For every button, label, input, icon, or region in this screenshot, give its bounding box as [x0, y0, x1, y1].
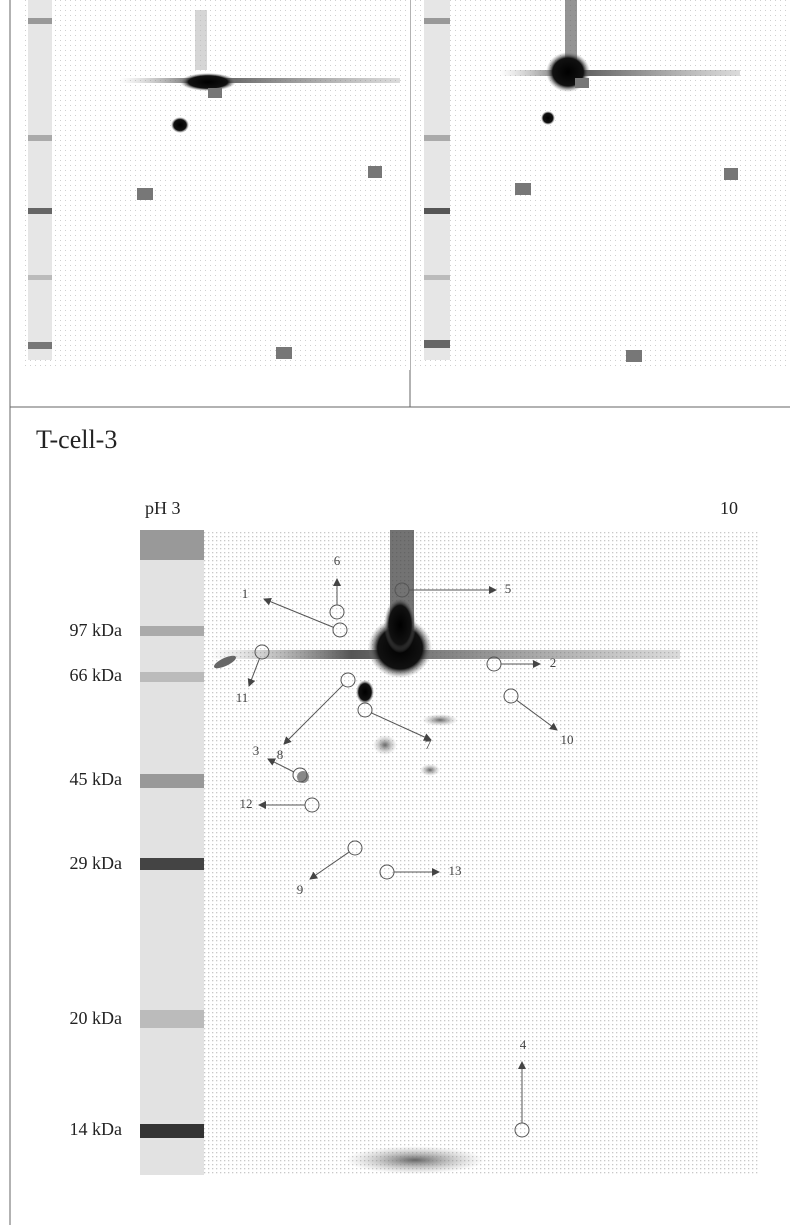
spot-label: 13 — [449, 863, 462, 878]
spot-arrow — [371, 712, 432, 741]
spot-label: 12 — [240, 796, 253, 811]
spot-label: 8 — [277, 747, 284, 762]
gel-thumbnail-left — [22, 0, 410, 370]
spot-circle — [357, 702, 373, 718]
mw-labels: 97 kDa 66 kDa 45 kDa 29 kDa 20 kDa 14 kDa — [70, 620, 123, 1139]
spot-circle — [254, 644, 270, 660]
spot-label: 5 — [505, 581, 512, 596]
gel-image — [140, 530, 758, 1175]
spot-arrow — [267, 758, 294, 773]
spot-arrow — [283, 684, 344, 745]
spot-circle — [347, 840, 363, 856]
spot-label: 9 — [297, 882, 304, 897]
spot-circle — [340, 672, 356, 688]
spot-arrow — [263, 597, 334, 628]
spot-label: 11 — [236, 690, 249, 705]
mw-label: 66 kDa — [70, 665, 123, 685]
panel-title: T-cell-3 — [36, 425, 117, 454]
spot-label: 7 — [425, 737, 432, 752]
spot-circle — [332, 622, 348, 638]
mw-label: 20 kDa — [70, 1008, 123, 1028]
spot-label: 4 — [520, 1037, 527, 1052]
ph-end-label: 10 — [720, 498, 738, 518]
spot-label: 6 — [334, 553, 341, 568]
spot-arrow — [247, 658, 260, 687]
spot-circle — [292, 767, 308, 783]
spot-label: 2 — [550, 655, 557, 670]
mw-label: 14 kDa — [70, 1119, 123, 1139]
spot-label: 1 — [242, 586, 249, 601]
spot-label: 3 — [253, 743, 260, 758]
spot-arrow — [309, 851, 350, 880]
ph-start-label: pH 3 — [145, 498, 181, 518]
mw-label: 97 kDa — [70, 620, 123, 640]
spot-label: 10 — [561, 732, 574, 747]
spot-circle — [503, 688, 519, 704]
spot-arrow — [516, 699, 558, 731]
mw-label: 29 kDa — [70, 853, 123, 873]
gel-thumbnail-right — [412, 0, 790, 370]
mw-label: 45 kDa — [70, 769, 123, 789]
